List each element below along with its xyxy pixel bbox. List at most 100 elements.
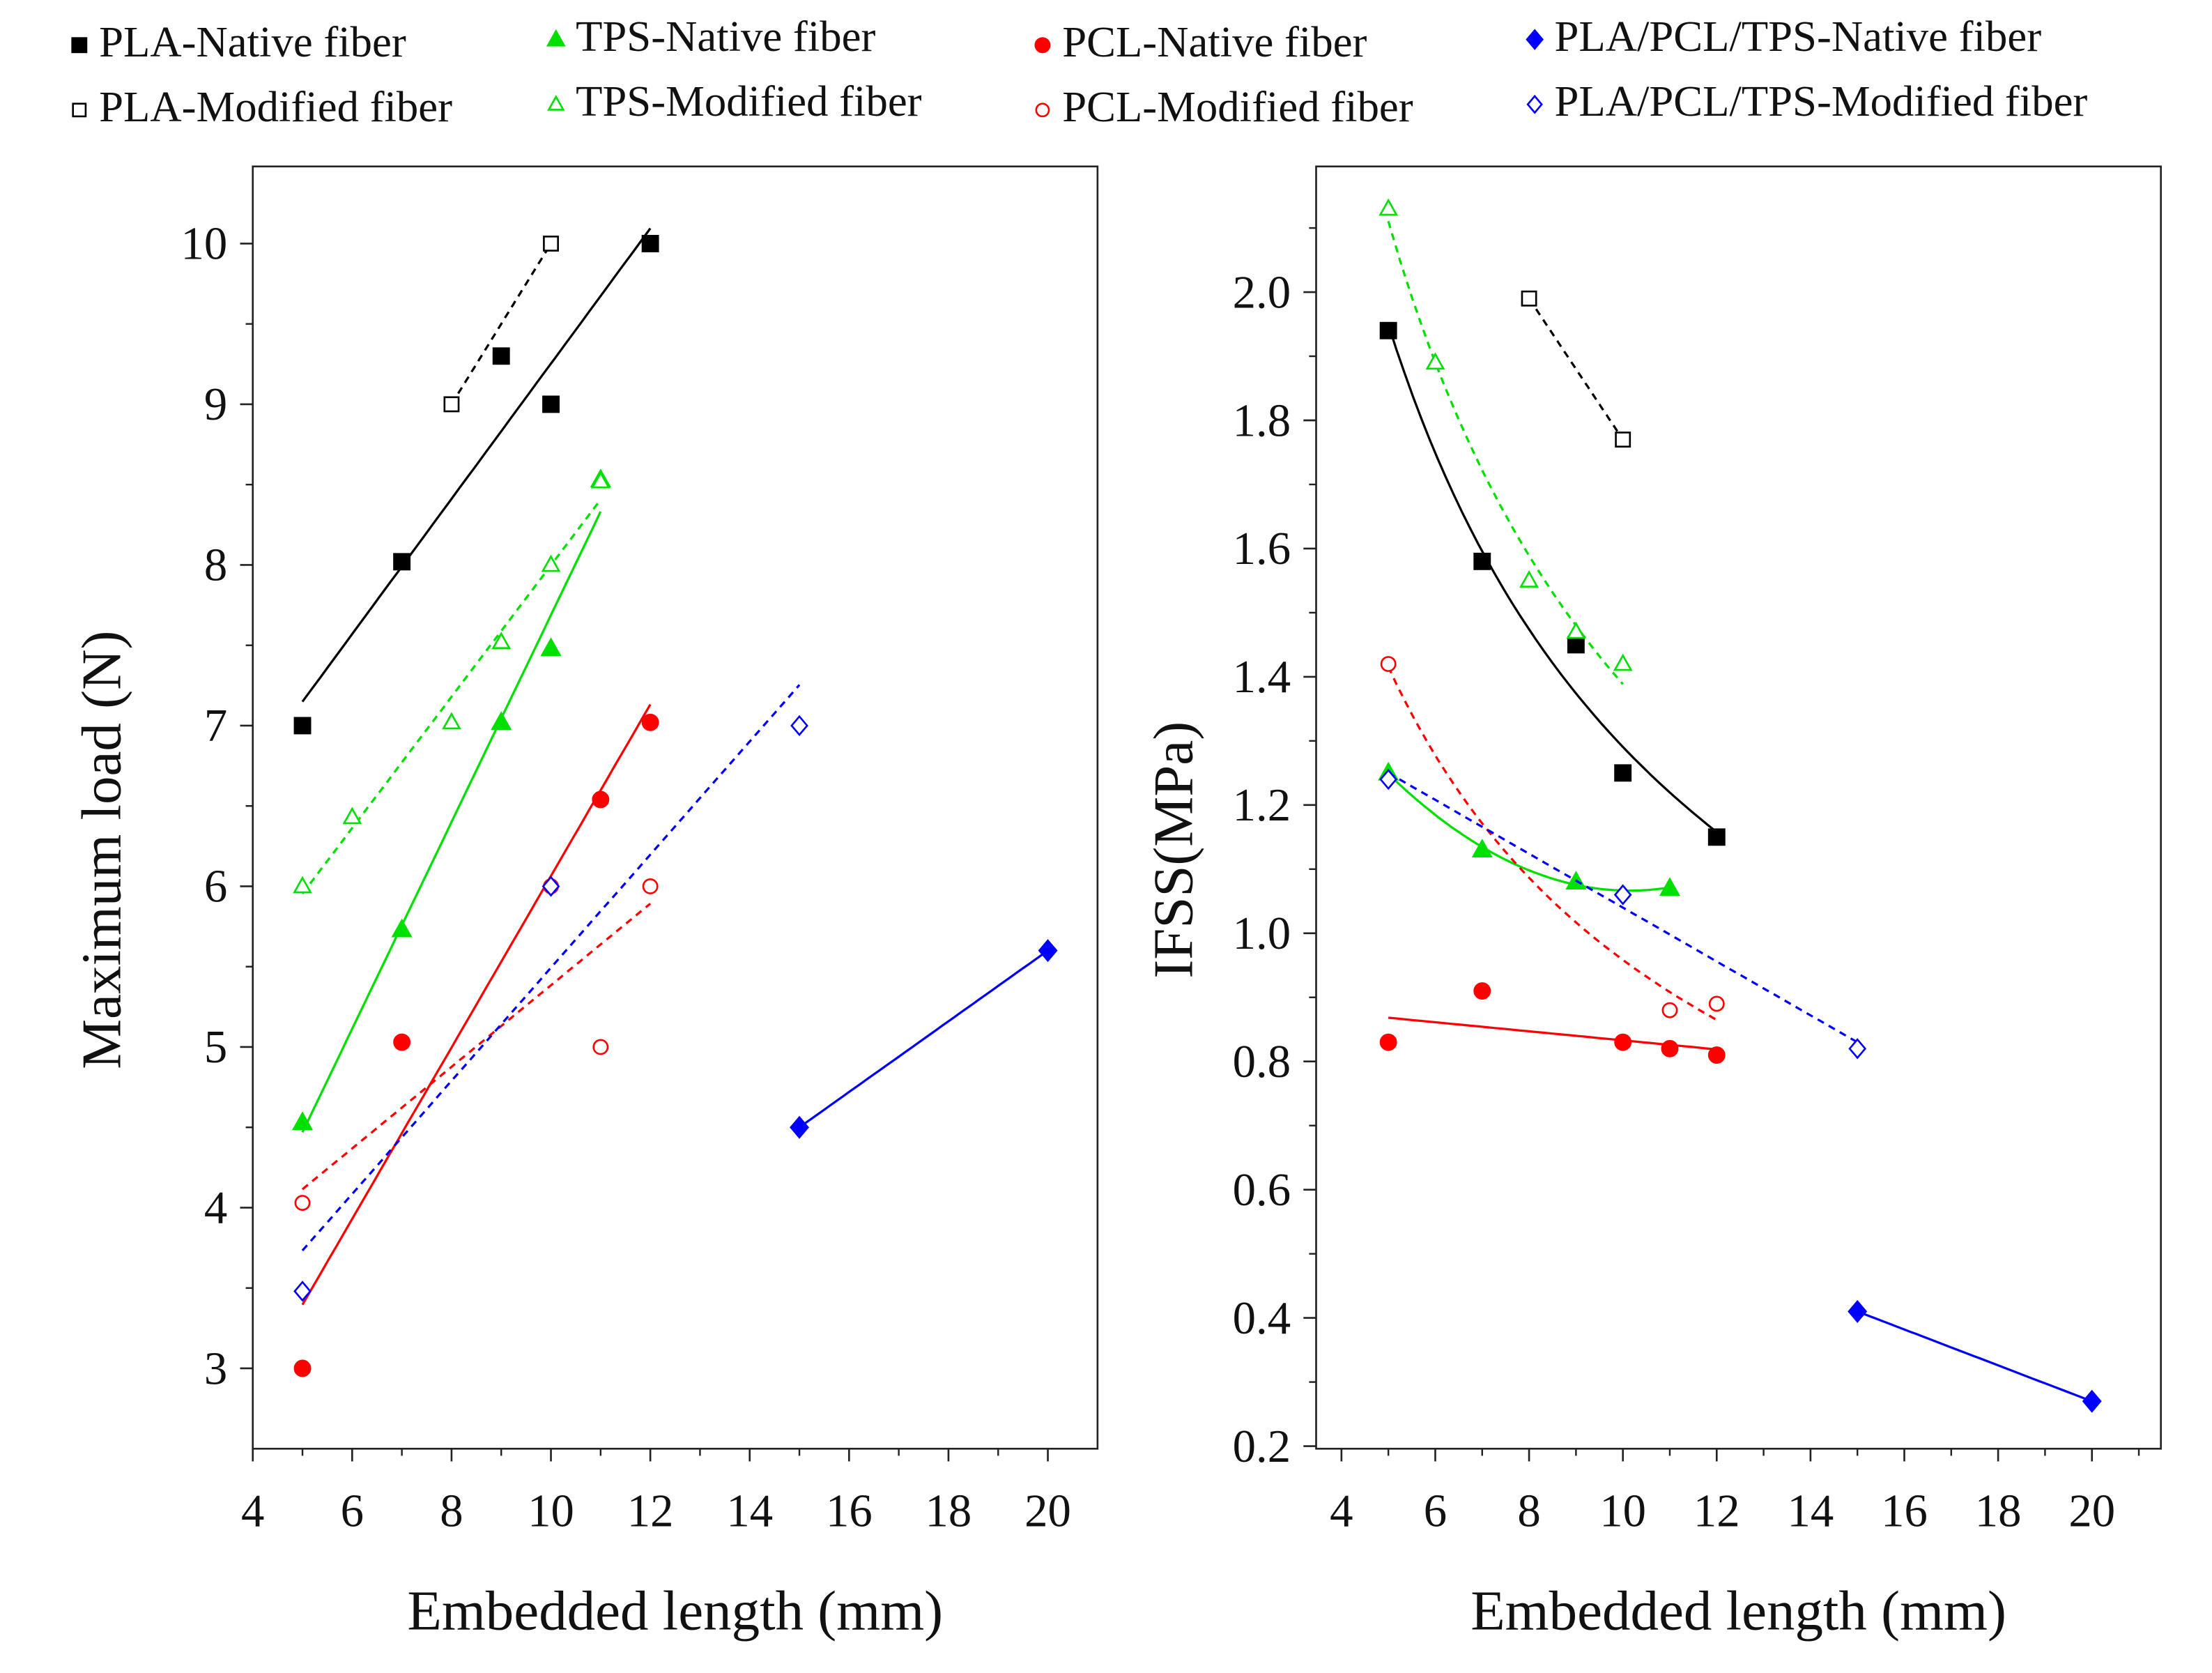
data-point [1473, 982, 1491, 1000]
x-tick-label: 14 [1788, 1486, 1834, 1537]
x-tick-label: 6 [1424, 1486, 1447, 1537]
data-point [542, 395, 560, 413]
data-point [393, 1033, 411, 1051]
series-pla-pcl-tps-native-fiber [1848, 1299, 2102, 1413]
data-point [1379, 321, 1397, 339]
diamond-marker-icon [1526, 29, 1544, 50]
legend-label: PLA/PCL/TPS-Modified fiber [1555, 77, 2088, 125]
fit-line [1388, 772, 1858, 1044]
data-point [1613, 884, 1632, 906]
data-point [590, 471, 610, 489]
data-point [1471, 839, 1493, 857]
data-point [291, 1111, 314, 1131]
legend-entry: PLA/PCL/TPS-Modified fiber [1526, 77, 2088, 125]
legend-entry: PLA-Native fiber [71, 17, 406, 66]
ifss-chart: 4 6 8 10 12 14 16 18 20 0.2 0.4 0.6 0.8 1.0 1.2 1.4 1.6 1… [1142, 165, 2162, 1642]
y-axis-label: IFSS(MPa) [1142, 721, 1204, 979]
x-tick-label: 4 [241, 1486, 264, 1537]
y-tick-label: 1.2 [1233, 780, 1291, 831]
x-tick-label: 6 [341, 1486, 364, 1537]
data-point [641, 713, 659, 731]
legend-label: PCL-Native fiber [1062, 17, 1367, 66]
data-point [1473, 552, 1491, 570]
plot-frame [252, 165, 1099, 1450]
fit-line [1857, 1310, 2093, 1403]
y-tick-label: 9 [204, 379, 227, 430]
y-tick-label: 5 [204, 1022, 227, 1073]
legend-entry: PCL-Native fiber [1034, 17, 1367, 66]
x-tick-label: 8 [1517, 1486, 1540, 1537]
circle-marker-icon [1035, 102, 1050, 118]
fit-line [1388, 1016, 1717, 1051]
data-point [1707, 1046, 1726, 1064]
data-point [790, 1115, 810, 1139]
square-marker-icon [72, 102, 87, 118]
x-tick-label: 8 [440, 1486, 463, 1537]
y-tick-label: 1.8 [1233, 395, 1291, 446]
series-pla-native-fiber [1379, 321, 1726, 846]
fit-line [301, 903, 652, 1191]
y-tick-label: 2.0 [1233, 267, 1291, 318]
x-tick-label: 20 [2068, 1486, 2115, 1537]
data-point [540, 637, 562, 657]
x-tick-label: 20 [1024, 1486, 1071, 1537]
x-tick-label: 18 [925, 1486, 972, 1537]
legend-label: TPS-Native fiber [576, 12, 875, 61]
y-tick-label: 7 [204, 701, 227, 751]
data-point [1379, 1033, 1397, 1051]
data-point [342, 807, 362, 825]
legend-entry: PLA/PCL/TPS-Native fiber [1526, 12, 2042, 61]
x-tick-label: 10 [528, 1486, 574, 1537]
fit-line [799, 949, 1049, 1129]
legend-label: PCL-Modified fiber [1062, 82, 1413, 131]
series-pla-native-fiber [293, 227, 659, 735]
data-point [1519, 570, 1539, 588]
fit-line [301, 227, 652, 703]
triangle-marker-icon [546, 29, 566, 47]
fit-line [1528, 298, 1625, 441]
x-tick-label: 16 [1881, 1486, 1928, 1537]
series-pla-pcl-tps-native-fiber [790, 939, 1058, 1139]
y-tick-label: 6 [204, 862, 227, 912]
y-tick-label: 0.2 [1233, 1421, 1291, 1472]
plot-frame [1315, 165, 2162, 1450]
x-tick-label: 10 [1599, 1486, 1646, 1537]
data-point [1659, 877, 1681, 896]
y-tick-label: 10 [181, 219, 228, 270]
data-point [1566, 621, 1586, 639]
fit-line [301, 684, 801, 1251]
series-pcl-native-fiber [1379, 982, 1726, 1064]
fit-line [450, 243, 552, 405]
data-point [641, 234, 659, 252]
data-point [1707, 828, 1726, 846]
data-point [1614, 1033, 1632, 1051]
data-point [541, 554, 561, 572]
square-marker-icon [71, 37, 88, 54]
series-tps-native-fiber [291, 468, 611, 1133]
series-tps-modified-fiber [1378, 198, 1633, 685]
diamond-marker-icon [1526, 94, 1543, 114]
legend: PLA-Native fiber TPS-Native fiber PCL-Nati… [71, 12, 2088, 131]
series-pla-pcl-tps-modified-fiber [293, 684, 808, 1302]
data-point [293, 876, 312, 894]
data-point [543, 235, 559, 252]
data-point [293, 1281, 312, 1302]
x-tick-label: 4 [1330, 1486, 1353, 1537]
y-tick-label: 0.4 [1233, 1293, 1291, 1344]
fit-line [301, 511, 602, 1133]
data-point [491, 632, 512, 650]
series-pla-modified-fiber [1521, 290, 1631, 448]
legend-label: TPS-Modified fiber [576, 77, 922, 125]
legend-entry: PLA-Modified fiber [72, 82, 452, 131]
data-point [491, 711, 512, 731]
data-point [1708, 995, 1725, 1012]
data-point [1613, 653, 1633, 671]
legend-label: PLA/PCL/TPS-Native fiber [1555, 12, 2042, 61]
data-point [542, 876, 560, 897]
data-point [2082, 1389, 2102, 1413]
x-tick-label: 16 [826, 1486, 873, 1537]
data-point [1567, 636, 1585, 654]
data-point [790, 715, 808, 737]
legend-entry: TPS-Modified fiber [547, 77, 922, 125]
